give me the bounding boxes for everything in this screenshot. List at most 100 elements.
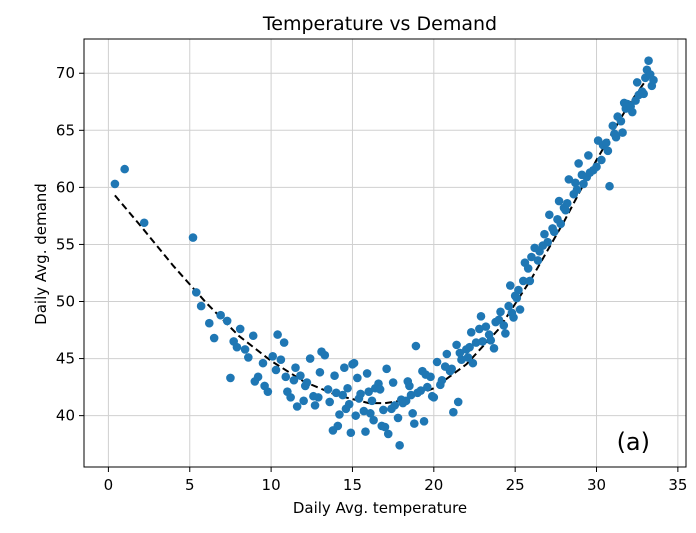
data-point bbox=[644, 56, 653, 65]
data-point bbox=[545, 210, 554, 220]
data-point bbox=[292, 402, 302, 411]
data-point bbox=[349, 358, 359, 368]
data-point bbox=[343, 383, 352, 393]
data-point bbox=[494, 315, 504, 325]
data-point bbox=[310, 401, 320, 410]
data-point bbox=[380, 422, 390, 432]
data-point bbox=[406, 390, 416, 400]
data-point bbox=[366, 409, 375, 418]
data-point bbox=[375, 385, 385, 394]
data-point bbox=[248, 331, 258, 341]
data-point bbox=[260, 381, 269, 391]
data-point bbox=[518, 276, 528, 286]
data-point bbox=[382, 364, 391, 374]
data-point bbox=[564, 175, 574, 184]
data-point bbox=[432, 357, 442, 367]
data-point bbox=[222, 316, 232, 326]
data-point bbox=[452, 340, 461, 350]
data-point bbox=[379, 405, 388, 415]
data-point bbox=[235, 324, 245, 334]
data-point bbox=[191, 288, 201, 297]
data-point bbox=[276, 355, 286, 365]
data-point bbox=[525, 276, 535, 286]
data-point bbox=[440, 362, 450, 371]
plot-frame bbox=[83, 38, 687, 468]
x-ticks: 0 5 10 15 20 25 30 35 bbox=[104, 467, 687, 494]
x-tick-label: 0 bbox=[104, 476, 114, 494]
y-ticks: 40 45 50 55 60 65 70 bbox=[56, 64, 84, 425]
y-tick-label: 65 bbox=[56, 121, 75, 139]
data-point bbox=[626, 102, 635, 111]
data-point bbox=[279, 338, 289, 347]
data-point bbox=[331, 388, 341, 398]
data-point bbox=[419, 417, 429, 426]
data-point bbox=[341, 404, 351, 414]
data-point bbox=[639, 89, 648, 99]
x-tick-label: 25 bbox=[506, 476, 525, 494]
data-point bbox=[369, 415, 378, 425]
data-point bbox=[271, 365, 281, 375]
data-point bbox=[554, 196, 564, 206]
data-point bbox=[281, 372, 291, 382]
data-point bbox=[601, 138, 611, 148]
data-point bbox=[359, 406, 369, 416]
data-point bbox=[388, 378, 398, 387]
x-tick-label: 15 bbox=[343, 476, 362, 494]
data-point bbox=[616, 116, 626, 126]
data-point bbox=[572, 185, 582, 194]
data-point bbox=[120, 164, 129, 174]
data-point bbox=[455, 348, 465, 358]
data-point bbox=[507, 308, 517, 318]
data-point bbox=[226, 373, 235, 383]
data-point bbox=[453, 397, 463, 407]
data-point bbox=[618, 128, 627, 137]
data-point bbox=[411, 341, 421, 351]
data-point bbox=[423, 382, 432, 392]
data-point bbox=[457, 355, 466, 365]
data-point bbox=[204, 318, 214, 328]
data-point bbox=[383, 429, 393, 439]
y-tick-label: 45 bbox=[56, 350, 75, 368]
data-point bbox=[466, 328, 476, 337]
data-point bbox=[338, 390, 347, 400]
data-point bbox=[649, 75, 658, 85]
data-point bbox=[335, 410, 344, 419]
data-point bbox=[393, 413, 403, 423]
data-point bbox=[436, 380, 445, 390]
data-point bbox=[571, 178, 580, 188]
data-point bbox=[514, 285, 523, 295]
data-point bbox=[468, 358, 478, 368]
data-point bbox=[408, 409, 417, 418]
data-point bbox=[577, 170, 587, 180]
data-point bbox=[232, 342, 242, 352]
data-point bbox=[619, 98, 629, 108]
x-tick-label: 10 bbox=[262, 476, 281, 494]
data-point bbox=[317, 347, 326, 357]
data-point bbox=[597, 155, 606, 165]
data-point bbox=[390, 401, 400, 410]
data-point bbox=[401, 396, 411, 406]
data-point bbox=[291, 363, 300, 373]
data-point bbox=[429, 393, 439, 402]
data-point bbox=[351, 411, 361, 420]
data-point bbox=[548, 224, 557, 233]
y-tick-label: 50 bbox=[56, 293, 75, 311]
data-point bbox=[353, 373, 362, 383]
data-point bbox=[585, 168, 595, 177]
data-point bbox=[515, 305, 525, 314]
data-point bbox=[188, 233, 198, 242]
data-point bbox=[289, 375, 299, 385]
data-point bbox=[603, 146, 613, 156]
data-point bbox=[356, 389, 365, 399]
data-point bbox=[258, 358, 268, 368]
data-point bbox=[501, 329, 510, 338]
x-axis-label: Daily Avg. temperature bbox=[293, 499, 467, 517]
data-point bbox=[584, 151, 593, 160]
data-point bbox=[561, 205, 570, 215]
data-point bbox=[268, 351, 278, 361]
y-tick-label: 60 bbox=[56, 178, 75, 196]
data-point bbox=[523, 264, 533, 273]
data-point bbox=[484, 330, 494, 339]
x-tick-label: 30 bbox=[587, 476, 606, 494]
data-point bbox=[216, 310, 225, 320]
